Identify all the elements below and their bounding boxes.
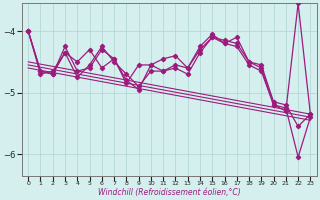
X-axis label: Windchill (Refroidissement éolien,°C): Windchill (Refroidissement éolien,°C): [98, 188, 241, 197]
